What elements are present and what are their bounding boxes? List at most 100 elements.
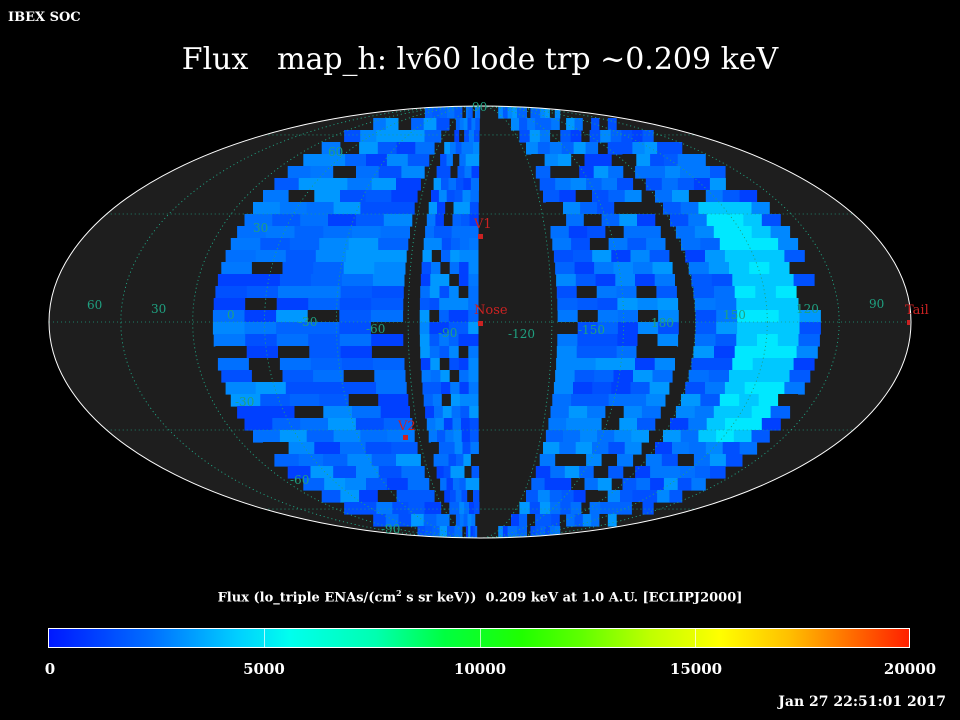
flux-pixel: [461, 214, 471, 227]
flux-pixel: [467, 142, 474, 155]
flux-pixel: [307, 310, 340, 323]
flux-pixel: [458, 358, 469, 371]
flux-pixel: [450, 166, 459, 179]
flux-pixel: [599, 118, 609, 131]
flux-pixel: [435, 418, 445, 431]
flux-pixel: [429, 286, 440, 299]
flux-pixel: [713, 226, 734, 239]
flux-pixel: [635, 358, 656, 371]
flux-pixel: [370, 322, 404, 335]
flux-pixel: [470, 190, 479, 203]
flux-pixel: [535, 526, 541, 538]
flux-pixel: [441, 238, 452, 251]
flux-pixel: [563, 202, 581, 215]
flux-pixel: [551, 514, 560, 527]
flux-pixel: [298, 178, 324, 191]
flux-pixel: [594, 262, 615, 275]
flux-pixel: [451, 226, 461, 239]
flux-pixel: [519, 130, 531, 143]
flux-pixel: [597, 430, 615, 443]
flux-pixel: [622, 478, 637, 491]
flux-pixel: [464, 502, 470, 515]
flux-pixel: [698, 202, 717, 215]
flux-pixel: [452, 418, 462, 431]
flux-pixel: [446, 478, 454, 491]
flux-pixel: [306, 430, 335, 443]
flux-pixel: [454, 442, 464, 455]
flux-pixel: [380, 406, 410, 419]
flux-pixel: [459, 370, 470, 383]
flux-pixel: [601, 418, 620, 431]
flux-pixel: [463, 178, 472, 191]
lon-label-minus60: -60: [366, 322, 385, 336]
flux-pixel: [548, 214, 567, 227]
flux-pixel: [440, 154, 448, 167]
flux-pixel: [244, 214, 273, 227]
flux-pixel: [420, 346, 431, 359]
flux-pixel: [670, 214, 689, 227]
flux-pixel: [458, 286, 469, 299]
flux-pixel: [550, 226, 570, 239]
flux-pixel: [695, 466, 711, 479]
flux-pixel: [471, 514, 476, 527]
meridian-line: [407, 106, 553, 538]
flux-pixel: [589, 502, 601, 515]
flux-pixel: [448, 298, 460, 311]
flux-pixel: [396, 454, 421, 467]
flux-pixel: [432, 106, 441, 119]
flux-pixel: [587, 226, 606, 239]
flux-pixel: [680, 466, 696, 479]
flux-pixel: [376, 382, 407, 395]
flux-pixel: [695, 322, 717, 335]
flux-pixel: [796, 346, 818, 359]
flux-pixel: [635, 466, 651, 479]
flux-pixel: [708, 370, 730, 383]
flux-pixel: [586, 454, 603, 467]
flux-pixel: [571, 238, 591, 251]
flux-pixel: [650, 466, 666, 479]
flux-pixel: [360, 202, 388, 215]
flux-pixel: [328, 214, 357, 227]
flux-pixel: [464, 466, 473, 479]
flux-pixel: [793, 274, 815, 287]
flux-pixel: [461, 430, 471, 443]
flux-pixel: [469, 406, 479, 419]
flux-pixel: [432, 238, 443, 251]
flux-pixel: [468, 250, 479, 263]
flux-pixel: [610, 502, 622, 515]
flux-pixel: [566, 418, 585, 431]
flux-pixel: [736, 334, 758, 347]
flux-pixel: [461, 418, 471, 431]
flux-pixel: [282, 370, 314, 383]
flux-pixel: [597, 322, 619, 335]
flux-pixel: [650, 166, 666, 179]
flux-pixel: [450, 466, 459, 479]
flux-pixel: [571, 154, 586, 167]
flux-pixel: [470, 178, 479, 191]
flux-pixel: [557, 154, 572, 167]
flux-pixel: [605, 406, 625, 419]
flux-pixel: [672, 190, 690, 203]
flux-pixel: [439, 526, 448, 538]
flux-pixel: [568, 226, 588, 239]
flux-pixel: [340, 190, 367, 203]
flux-pixel: [420, 358, 431, 371]
flux-pixel: [566, 118, 575, 131]
flux-pixel: [560, 130, 572, 143]
flux-pixel: [456, 178, 465, 191]
flux-pixel: [433, 178, 442, 191]
flux-pixel: [459, 130, 465, 143]
flux-pixel: [289, 394, 320, 407]
flux-pixel: [577, 334, 598, 347]
flux-pixel: [454, 502, 460, 515]
flux-pixel: [437, 202, 446, 215]
flux-pixel: [752, 274, 774, 287]
flux-pixel: [436, 166, 445, 179]
flux-pixel: [552, 238, 572, 251]
flux-pixel: [309, 346, 342, 359]
flux-pixel: [561, 490, 575, 503]
flux-pixel: [253, 430, 281, 443]
flux-pixel: [649, 382, 670, 395]
flux-pixel: [377, 142, 398, 155]
flux-pixel: [419, 298, 431, 311]
